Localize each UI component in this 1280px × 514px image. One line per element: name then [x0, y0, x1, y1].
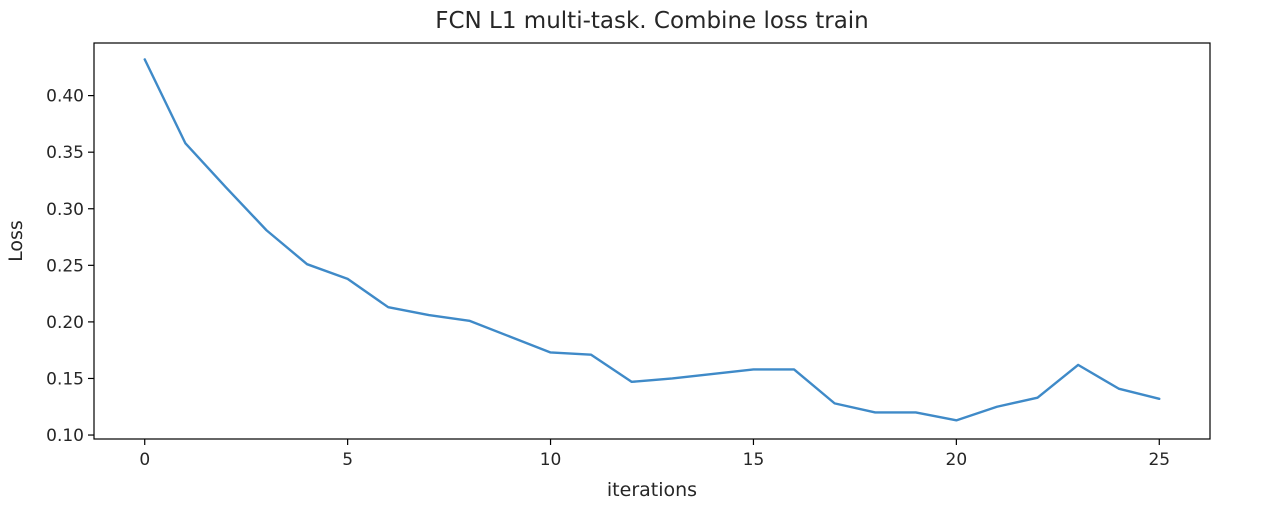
y-tick-label: 0.40 — [46, 87, 84, 107]
x-axis-ticks: 0 5 10 15 20 25 — [139, 439, 1170, 470]
y-tick-label: 0.15 — [46, 369, 84, 389]
chart-title: FCN L1 multi-task. Combine loss train — [435, 8, 869, 34]
y-tick-label: 0.10 — [46, 426, 84, 446]
y-axis-label: Loss — [5, 220, 27, 262]
y-tick-label: 0.30 — [46, 200, 84, 220]
y-axis-ticks: 0.10 0.15 0.20 0.25 0.30 0.35 0.40 — [46, 87, 94, 446]
plot-frame — [93, 42, 1211, 440]
y-tick-label: 0.35 — [46, 143, 84, 163]
loss-series-line — [143, 58, 1161, 422]
x-tick-label: 20 — [946, 450, 968, 470]
y-tick-label: 0.20 — [46, 313, 84, 333]
x-tick-label: 5 — [342, 450, 353, 470]
y-tick-label: 0.25 — [46, 256, 84, 276]
x-tick-label: 15 — [743, 450, 765, 470]
x-tick-label: 10 — [540, 450, 562, 470]
series-layer — [143, 58, 1161, 422]
x-tick-label: 25 — [1148, 450, 1170, 470]
x-tick-label: 0 — [139, 450, 150, 470]
x-axis-label: iterations — [607, 479, 697, 501]
